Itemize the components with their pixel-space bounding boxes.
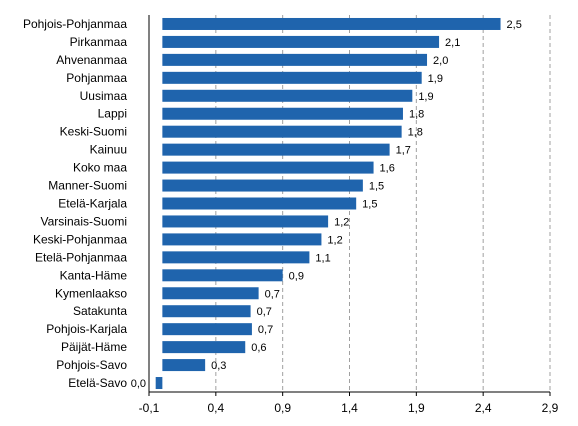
bar-17 xyxy=(162,323,252,336)
category-label-9: Manner-Suomi xyxy=(48,179,127,193)
category-label-3: Pohjanmaa xyxy=(66,71,127,85)
bar-2 xyxy=(162,53,428,66)
category-label-11: Varsinais-Suomi xyxy=(41,214,127,228)
value-label-10: 1,5 xyxy=(362,199,377,211)
value-label-3: 1,9 xyxy=(428,73,443,85)
value-label-4: 1,9 xyxy=(418,91,433,103)
value-label-8: 1,6 xyxy=(380,163,395,175)
x-tick-label-5: 2,4 xyxy=(475,401,492,415)
value-label-0: 2,5 xyxy=(507,19,522,31)
bar-5 xyxy=(162,107,403,120)
bar-18 xyxy=(162,341,246,354)
bar-16 xyxy=(162,305,251,318)
value-label-16: 0,7 xyxy=(257,306,272,318)
value-label-11: 1,2 xyxy=(334,216,349,228)
bar-13 xyxy=(162,251,310,264)
label-layer: Pohjois-Pohjanmaa 2,5 Pirkanmaa 2,1 Ahvenanm… xyxy=(23,17,559,415)
value-label-14: 0,9 xyxy=(289,270,304,282)
bar-1 xyxy=(162,35,440,48)
category-label-5: Lappi xyxy=(98,107,127,121)
category-label-14: Kanta-Häme xyxy=(60,268,128,282)
category-label-13: Etelä-Pohjanmaa xyxy=(35,250,127,264)
category-label-18: Päijät-Häme xyxy=(61,340,127,354)
value-label-13: 1,1 xyxy=(315,252,330,264)
bar-11 xyxy=(162,215,329,228)
bar-10 xyxy=(162,197,357,210)
category-label-2: Ahvenanmaa xyxy=(56,53,127,67)
value-label-2: 2,0 xyxy=(433,55,448,67)
value-label-18: 0,6 xyxy=(251,342,266,354)
category-label-8: Koko maa xyxy=(73,161,127,175)
bar-3 xyxy=(162,71,422,84)
category-label-10: Etelä-Karjala xyxy=(58,197,127,211)
x-tick-label-3: 1,4 xyxy=(341,401,358,415)
bar-15 xyxy=(162,287,259,300)
value-label-7: 1,7 xyxy=(396,145,411,157)
value-label-19: 0,3 xyxy=(211,360,226,372)
category-label-1: Pirkanmaa xyxy=(70,35,128,49)
value-label-12: 1,2 xyxy=(327,234,342,246)
bar-9 xyxy=(162,179,363,192)
bar-20 xyxy=(155,377,163,390)
value-label-17: 0,7 xyxy=(258,324,273,336)
category-label-7: Kainuu xyxy=(90,143,127,157)
value-label-6: 1,8 xyxy=(408,127,423,139)
category-label-19: Pohjois-Savo xyxy=(56,358,127,372)
bar-12 xyxy=(162,233,322,246)
category-label-15: Kymenlaakso xyxy=(55,286,127,300)
category-label-20: Etelä-Savo xyxy=(68,376,127,390)
x-tick-label-4: 1,9 xyxy=(408,401,425,415)
x-tick-label-2: 0,9 xyxy=(274,401,291,415)
bar-19 xyxy=(162,359,206,372)
value-label-9: 1,5 xyxy=(369,181,384,193)
category-label-17: Pohjois-Karjala xyxy=(46,322,127,336)
x-tick-label-1: 0,4 xyxy=(207,401,224,415)
axis-layer xyxy=(148,15,551,396)
value-label-20: 0,0 xyxy=(131,378,146,390)
bar-0 xyxy=(162,17,501,30)
category-label-16: Satakunta xyxy=(73,304,127,318)
x-tick-label-0: -0,1 xyxy=(139,401,160,415)
bar-6 xyxy=(162,125,402,138)
value-label-15: 0,7 xyxy=(265,288,280,300)
category-label-12: Keski-Pohjanmaa xyxy=(33,232,127,246)
bar-7 xyxy=(162,143,390,156)
category-label-6: Keski-Suomi xyxy=(60,125,127,139)
category-label-4: Uusimaa xyxy=(80,89,128,103)
bar-4 xyxy=(162,89,413,102)
bar-14 xyxy=(162,269,283,282)
value-label-5: 1,8 xyxy=(409,109,424,121)
value-label-1: 2,1 xyxy=(445,37,460,49)
x-tick-label-6: 2,9 xyxy=(542,401,559,415)
category-label-0: Pohjois-Pohjanmaa xyxy=(23,17,127,31)
bar-8 xyxy=(162,161,374,174)
bar-layer xyxy=(155,17,501,390)
